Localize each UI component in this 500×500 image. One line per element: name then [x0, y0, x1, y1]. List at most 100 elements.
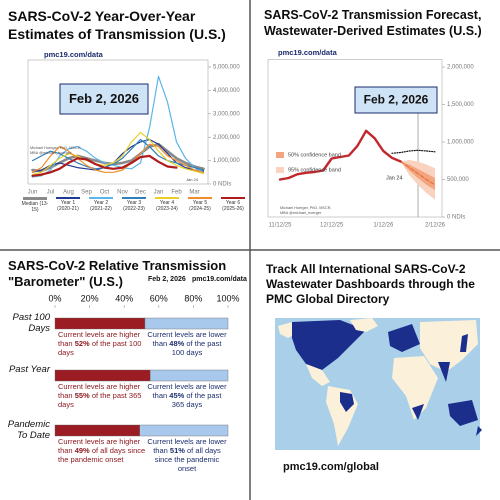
y-tick-label: 1,000,000 [447, 140, 474, 146]
credit: Michael Hoerger, PhD, MSCR, MBA @michael… [280, 206, 332, 215]
bar-segment [54, 369, 151, 382]
annotation-text: Current levels are lower than [147, 330, 227, 348]
value-label: 49% [74, 446, 90, 455]
legend-item: Year 6 (2025-26) [218, 197, 248, 213]
y-tick-label: 0 NDIs [447, 215, 465, 221]
x-tick-label: Feb [171, 190, 182, 196]
source: pmc19.com/data [192, 276, 247, 283]
date-box [59, 83, 149, 115]
legend-item: Median (13-15) [20, 197, 50, 213]
legend-label: 95% confidence band [288, 167, 341, 173]
date-box [354, 86, 438, 114]
y-tick-label: 500,000 [447, 177, 469, 183]
date-label: Feb 2, 2026 [69, 91, 139, 106]
y-tick-label: 5,000,000 [213, 65, 240, 71]
x-tick-label: Jun [28, 190, 38, 196]
legend-swatch [276, 152, 284, 158]
annotation-text: Current levels are higher than [58, 437, 141, 455]
annotation-text: Current levels are lower than [147, 437, 227, 455]
y-tick-label: 2,000,000 [447, 65, 474, 71]
x-tick-label: Oct [100, 190, 110, 196]
row-label: Past Year [8, 364, 50, 375]
x-tick-label: Aug [63, 190, 74, 196]
legend-item: Year 5 (2024-25) [185, 197, 215, 213]
bar-segment [149, 369, 229, 382]
annotation-text: of the past 365 days [171, 391, 222, 409]
legend-item: Year 4 (2023-24) [152, 197, 182, 213]
x-tick-label: Mar [189, 190, 199, 196]
y-tick-label: 4,000,000 [213, 88, 240, 94]
x-tick-label: 11/12/25 [269, 223, 293, 229]
x-tick-label: 2/12/26 [425, 223, 446, 229]
legend-label: Year 1 (2020-21) [57, 199, 79, 212]
map-title: Track All International SARS-CoV-2 Waste… [266, 262, 475, 306]
series-line [31, 138, 205, 171]
legend-swatch [155, 197, 179, 199]
legend-label: Year 2 (2021-22) [90, 199, 112, 212]
value-label: 51% [169, 446, 185, 455]
x-tick-label: 60% [150, 293, 168, 303]
y-tick-label: 2,000,000 [213, 135, 240, 141]
y-tick-label: 0 NDIs [213, 182, 231, 188]
source: pmc19.com/data [44, 50, 103, 59]
end-label: Jan 24 [386, 175, 403, 181]
series-line [31, 131, 205, 176]
plot-frame [27, 59, 209, 185]
x-tick-label: 12/12/25 [320, 223, 344, 229]
legend-swatch [89, 197, 113, 199]
annotation-text: Current levels are lower than [147, 382, 227, 400]
legend-label: Median (13-15) [21, 200, 49, 213]
bar-segment [54, 317, 146, 330]
row-label: Past 100 Days [12, 312, 51, 334]
legend-item: Year 3 (2022-23) [119, 197, 149, 213]
annotation: Current levels are higher than 52% of th… [58, 330, 146, 357]
series-line [278, 129, 402, 181]
annotation-text: of the past 365 days [58, 391, 142, 409]
x-tick-label: 20% [81, 293, 99, 303]
value-label: 55% [74, 391, 90, 400]
x-tick-label: Sep [81, 190, 92, 196]
legend-swatch [56, 197, 80, 199]
annotation-text: Current levels are higher than [58, 382, 141, 400]
bar-segment [54, 424, 140, 437]
y-tick-label: 1,000,000 [213, 158, 240, 164]
series-line [31, 154, 178, 177]
x-tick-label: Jan [154, 190, 164, 196]
legend-label: Year 3 (2022-23) [123, 199, 145, 212]
annotation: Current levels are lower than 48% of the… [146, 330, 228, 357]
x-tick-label: 40% [115, 293, 133, 303]
legend-swatch [276, 167, 284, 173]
row-label: Pandemic To Date [7, 419, 50, 441]
x-tick-label: 0% [48, 293, 61, 303]
value-label: 48% [169, 339, 185, 348]
series-line [391, 149, 436, 154]
bar-segment [139, 424, 229, 437]
series-line [31, 143, 205, 173]
plot-frame [267, 59, 443, 218]
x-tick-label: Dec [135, 190, 146, 196]
value-label: 52% [74, 339, 90, 348]
x-tick-label: Jul [47, 190, 55, 196]
confidence-band [400, 161, 435, 190]
annotation: Current levels are higher than 49% of al… [58, 437, 146, 464]
end-label: Jan 24 [186, 177, 199, 182]
legend-swatch [188, 197, 212, 199]
y-tick-label: 1,500,000 [447, 102, 474, 108]
annotation: Current levels are higher than 55% of th… [58, 382, 146, 409]
legend-item: Year 2 (2021-22) [86, 197, 116, 213]
source: pmc19.com/data [278, 48, 337, 57]
x-tick-label: 100% [216, 293, 239, 303]
legend-item: Year 1 (2020-21) [53, 197, 83, 213]
value-label: 45% [169, 391, 185, 400]
y-tick-label: 3,000,000 [213, 111, 240, 117]
map-url[interactable]: pmc19.com/global [283, 461, 379, 473]
world-map [275, 318, 482, 450]
chart-title: SARS-CoV-2 Year-Over-Year Estimates of T… [8, 8, 226, 42]
annotation: Current levels are lower than 45% of the… [146, 382, 228, 409]
series-line [31, 142, 205, 173]
legend: Median (13-15) Year 1 (2020-21) Year 2 (20… [20, 197, 248, 213]
annotation: Current levels are lower than 51% of all… [146, 437, 228, 473]
x-tick-label: 1/12/26 [373, 223, 394, 229]
